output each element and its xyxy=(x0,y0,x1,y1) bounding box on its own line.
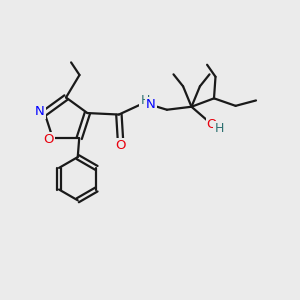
Text: N: N xyxy=(146,98,156,111)
Text: O: O xyxy=(43,133,53,146)
Text: H: H xyxy=(140,94,150,106)
Text: O: O xyxy=(115,139,126,152)
Text: O: O xyxy=(207,118,217,131)
Text: N: N xyxy=(35,105,45,118)
Text: H: H xyxy=(214,122,224,135)
